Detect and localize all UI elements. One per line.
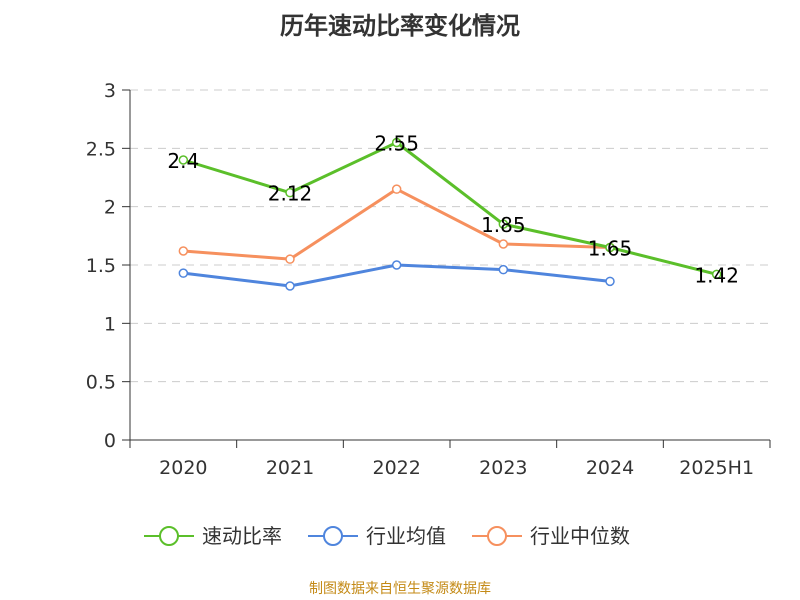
legend-label: 行业均值: [366, 524, 446, 548]
data-point: [498, 219, 509, 229]
y-tick-label: 3: [104, 80, 116, 102]
data-label: 1.42: [694, 263, 739, 287]
data-label: 2.12: [268, 182, 313, 206]
data-point: [711, 269, 722, 280]
legend-marker-icon: [323, 526, 343, 546]
series-line: [182, 141, 718, 276]
legend-marker-icon: [487, 526, 507, 546]
y-tick-label: 0.5: [86, 372, 116, 394]
data-point: [391, 184, 402, 194]
data-point: [605, 242, 615, 253]
data-point: [391, 260, 402, 270]
data-point: [178, 246, 189, 256]
data-label: 2.55: [374, 132, 419, 156]
y-tick-label: 1.5: [86, 255, 116, 277]
chart-title: 历年速动比率变化情况: [280, 12, 520, 40]
data-point: [178, 155, 189, 165]
data-point: [178, 268, 189, 278]
legend-item[interactable]: 行业中位数: [472, 524, 630, 548]
legend-item[interactable]: 速动比率: [144, 524, 282, 548]
y-tick-label: 0: [104, 430, 116, 452]
data-labels: 2.4 2.12 2.55 1.85 1.65 1.42: [167, 132, 739, 288]
y-tick-label: 2: [104, 197, 116, 219]
data-point: [391, 137, 402, 148]
data-point: [605, 276, 615, 287]
data-label: 1.85: [481, 213, 526, 237]
x-tick-label: 2021: [266, 457, 314, 479]
grid-lines: [130, 89, 770, 383]
legend-label: 速动比率: [202, 524, 282, 548]
y-tick-label: 2.5: [86, 138, 116, 160]
data-label: 1.65: [588, 237, 633, 261]
x-tick-label: 2025H1: [679, 457, 754, 479]
data-point: [285, 187, 295, 198]
source-note: 制图数据来自恒生聚源数据库: [309, 581, 491, 597]
x-tick-label: 2023: [479, 457, 527, 479]
legend-label: 行业中位数: [530, 524, 630, 548]
legend-marker-icon: [159, 526, 179, 546]
data-point: [498, 239, 509, 249]
data-point: [498, 264, 509, 275]
axes: 0 0.5 1 1.5 2 2.5 3 2020 2021 2022 2023 2024 2025H1: [86, 80, 771, 479]
legend[interactable]: 速动比率 行业均值 行业中位数: [144, 524, 630, 548]
data-point: [285, 254, 295, 264]
legend-item[interactable]: 行业均值: [308, 524, 446, 548]
x-tick-label: 2020: [159, 457, 207, 479]
series-line: [183, 187, 611, 261]
data-point: [285, 281, 295, 291]
data-label: 2.4: [167, 149, 199, 173]
series-lines: [178, 137, 722, 291]
x-tick-label: 2024: [586, 457, 634, 479]
y-tick-label: 1: [104, 313, 116, 335]
x-tick-label: 2022: [372, 457, 420, 479]
